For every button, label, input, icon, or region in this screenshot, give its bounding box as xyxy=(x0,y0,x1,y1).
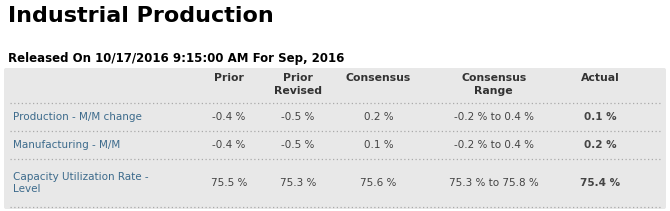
Text: -0.5 %: -0.5 % xyxy=(281,112,314,122)
Text: 0.2 %: 0.2 % xyxy=(584,140,617,150)
Text: 75.3 % to 75.8 %: 75.3 % to 75.8 % xyxy=(449,178,539,188)
Text: -0.2 % to 0.4 %: -0.2 % to 0.4 % xyxy=(454,112,533,122)
Text: 0.2 %: 0.2 % xyxy=(364,112,393,122)
Text: -0.5 %: -0.5 % xyxy=(281,140,314,150)
Text: Consensus
Range: Consensus Range xyxy=(461,73,526,96)
Text: 75.4 %: 75.4 % xyxy=(580,178,620,188)
Text: 0.1 %: 0.1 % xyxy=(364,140,393,150)
Text: 75.3 %: 75.3 % xyxy=(279,178,316,188)
Text: -0.4 %: -0.4 % xyxy=(212,140,245,150)
Text: Industrial Production: Industrial Production xyxy=(8,6,274,26)
Text: 75.5 %: 75.5 % xyxy=(210,178,247,188)
Text: Prior: Prior xyxy=(214,73,244,83)
Text: Actual: Actual xyxy=(581,73,620,83)
Text: Prior
Revised: Prior Revised xyxy=(274,73,322,96)
Text: Production - M/M change: Production - M/M change xyxy=(13,112,142,122)
Text: Manufacturing - M/M: Manufacturing - M/M xyxy=(13,140,120,150)
Text: 0.1 %: 0.1 % xyxy=(584,112,617,122)
Text: Consensus: Consensus xyxy=(346,73,411,83)
FancyBboxPatch shape xyxy=(4,68,666,209)
Text: -0.2 % to 0.4 %: -0.2 % to 0.4 % xyxy=(454,140,533,150)
Text: Capacity Utilization Rate -
Level: Capacity Utilization Rate - Level xyxy=(13,172,149,194)
Text: Released On 10/17/2016 9:15:00 AM For Sep, 2016: Released On 10/17/2016 9:15:00 AM For Se… xyxy=(8,52,344,65)
Text: 75.6 %: 75.6 % xyxy=(360,178,397,188)
Text: -0.4 %: -0.4 % xyxy=(212,112,245,122)
